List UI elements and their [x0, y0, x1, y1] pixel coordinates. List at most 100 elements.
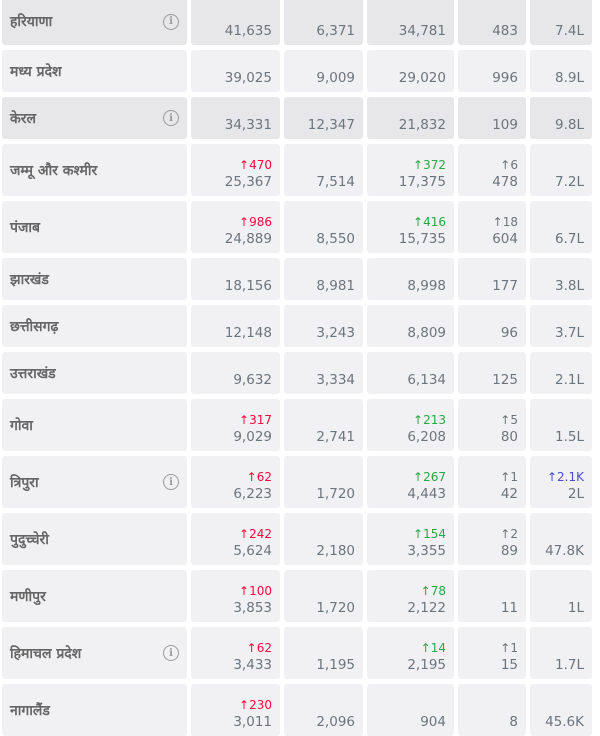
tested-value: 7.4L	[555, 23, 584, 39]
confirmed-cell: 34,331	[191, 97, 280, 139]
confirmed-cell: ↑230 3,011	[191, 684, 280, 736]
recovered-cell: ↑154 3,355	[367, 513, 454, 565]
recovered-value: 29,020	[398, 70, 446, 86]
active-value: 1,195	[316, 657, 355, 673]
tested-cell: 9.8L	[530, 97, 592, 139]
state-name-cell[interactable]: केरल i	[2, 97, 187, 139]
deceased-cell: 11	[458, 570, 526, 622]
tested-value: 8.9L	[555, 70, 584, 86]
state-name-cell[interactable]: झारखंड	[2, 258, 187, 300]
tested-value: 3.7L	[555, 325, 584, 341]
confirmed-cell: 41,635	[191, 0, 280, 45]
deceased-value: 109	[492, 117, 518, 133]
confirmed-value: 3,853	[233, 600, 272, 616]
tested-value: 9.8L	[555, 117, 584, 133]
confirmed-delta: ↑317	[239, 413, 272, 427]
tested-cell: 3.8L	[530, 258, 592, 300]
deceased-value: 483	[492, 23, 518, 39]
state-name-cell[interactable]: नागालैंड	[2, 684, 187, 736]
active-value: 2,096	[316, 714, 355, 730]
info-icon[interactable]: i	[163, 645, 179, 661]
info-icon[interactable]: i	[163, 13, 179, 30]
recovered-delta: ↑14	[420, 641, 446, 655]
state-name-cell[interactable]: हरियाणा i	[2, 0, 187, 45]
confirmed-value: 6,223	[233, 486, 272, 502]
active-value: 1,720	[316, 486, 355, 502]
active-cell: 2,180	[284, 513, 363, 565]
tested-value: 2L	[567, 486, 584, 502]
tested-cell: ↑2.1K 2L	[530, 456, 592, 508]
confirmed-cell: 39,025	[191, 50, 280, 92]
state-name-cell[interactable]: पुदुच्चेरी	[2, 513, 187, 565]
state-name-cell[interactable]: मध्य प्रदेश	[2, 50, 187, 92]
deceased-cell: 96	[458, 305, 526, 347]
deceased-cell: 125	[458, 352, 526, 394]
deceased-delta: ↑1	[500, 470, 518, 484]
active-value: 7,514	[316, 174, 355, 190]
tested-cell: 2.1L	[530, 352, 592, 394]
tested-value: 1.5L	[555, 429, 584, 445]
recovered-value: 904	[420, 714, 446, 730]
recovered-delta: ↑78	[420, 584, 446, 598]
info-icon[interactable]: i	[163, 110, 179, 126]
tested-value: 6.7L	[555, 231, 584, 247]
deceased-cell: 109	[458, 97, 526, 139]
confirmed-value: 18,156	[224, 278, 272, 294]
state-name: त्रिपुरा	[10, 474, 39, 491]
state-name-cell[interactable]: हिमाचल प्रदेश i	[2, 627, 187, 679]
tested-cell: 1L	[530, 570, 592, 622]
deceased-value: 996	[492, 70, 518, 86]
state-name-cell[interactable]: मणीपुर	[2, 570, 187, 622]
active-cell: 1,720	[284, 456, 363, 508]
tested-value: 1L	[567, 600, 584, 616]
confirmed-delta: ↑242	[239, 527, 272, 541]
confirmed-delta: ↑470	[239, 158, 272, 172]
tested-value: 1.7L	[555, 657, 584, 673]
tested-cell: 47.8K	[530, 513, 592, 565]
confirmed-value: 41,635	[224, 23, 272, 39]
confirmed-cell: ↑62 3,433	[191, 627, 280, 679]
confirmed-value: 34,331	[224, 117, 272, 133]
info-icon[interactable]: i	[163, 474, 179, 490]
recovered-cell: ↑372 17,375	[367, 144, 454, 196]
active-cell: 1,195	[284, 627, 363, 679]
confirmed-delta: ↑62	[246, 641, 272, 655]
deceased-value: 89	[500, 543, 518, 559]
deceased-cell: ↑18 604	[458, 201, 526, 253]
tested-cell: 7.2L	[530, 144, 592, 196]
state-name-cell[interactable]: छत्तीसगढ़	[2, 305, 187, 347]
deceased-value: 42	[500, 486, 518, 502]
state-name-cell[interactable]: त्रिपुरा i	[2, 456, 187, 508]
state-name-cell[interactable]: गोवा	[2, 399, 187, 451]
confirmed-cell: 12,148	[191, 305, 280, 347]
recovered-value: 4,443	[407, 486, 446, 502]
recovered-cell: ↑213 6,208	[367, 399, 454, 451]
state-name: पुदुच्चेरी	[10, 531, 49, 548]
deceased-cell: 483	[458, 0, 526, 45]
state-name: मध्य प्रदेश	[10, 63, 62, 80]
state-name-cell[interactable]: उत्तराखंड	[2, 352, 187, 394]
active-cell: 12,347	[284, 97, 363, 139]
state-name: हरियाणा	[10, 14, 53, 30]
state-name: छत्तीसगढ़	[10, 318, 59, 335]
recovered-cell: ↑267 4,443	[367, 456, 454, 508]
tested-cell: 7.4L	[530, 0, 592, 45]
deceased-cell: ↑5 80	[458, 399, 526, 451]
active-cell: 9,009	[284, 50, 363, 92]
deceased-cell: ↑1 42	[458, 456, 526, 508]
confirmed-value: 9,632	[233, 372, 272, 388]
state-name: गोवा	[10, 417, 33, 434]
recovered-delta: ↑372	[413, 158, 446, 172]
state-name: मणीपुर	[10, 588, 46, 605]
recovered-value: 6,134	[407, 372, 446, 388]
recovered-cell: 8,809	[367, 305, 454, 347]
deceased-delta: ↑1	[500, 641, 518, 655]
deceased-cell: 996	[458, 50, 526, 92]
recovered-value: 6,208	[407, 429, 446, 445]
state-name-cell[interactable]: पंजाब	[2, 201, 187, 253]
state-name-cell[interactable]: जम्मू और कश्मीर	[2, 144, 187, 196]
tested-cell: 6.7L	[530, 201, 592, 253]
recovered-value: 15,735	[398, 231, 446, 247]
recovered-value: 8,809	[407, 325, 446, 341]
tested-value: 3.8L	[555, 278, 584, 294]
